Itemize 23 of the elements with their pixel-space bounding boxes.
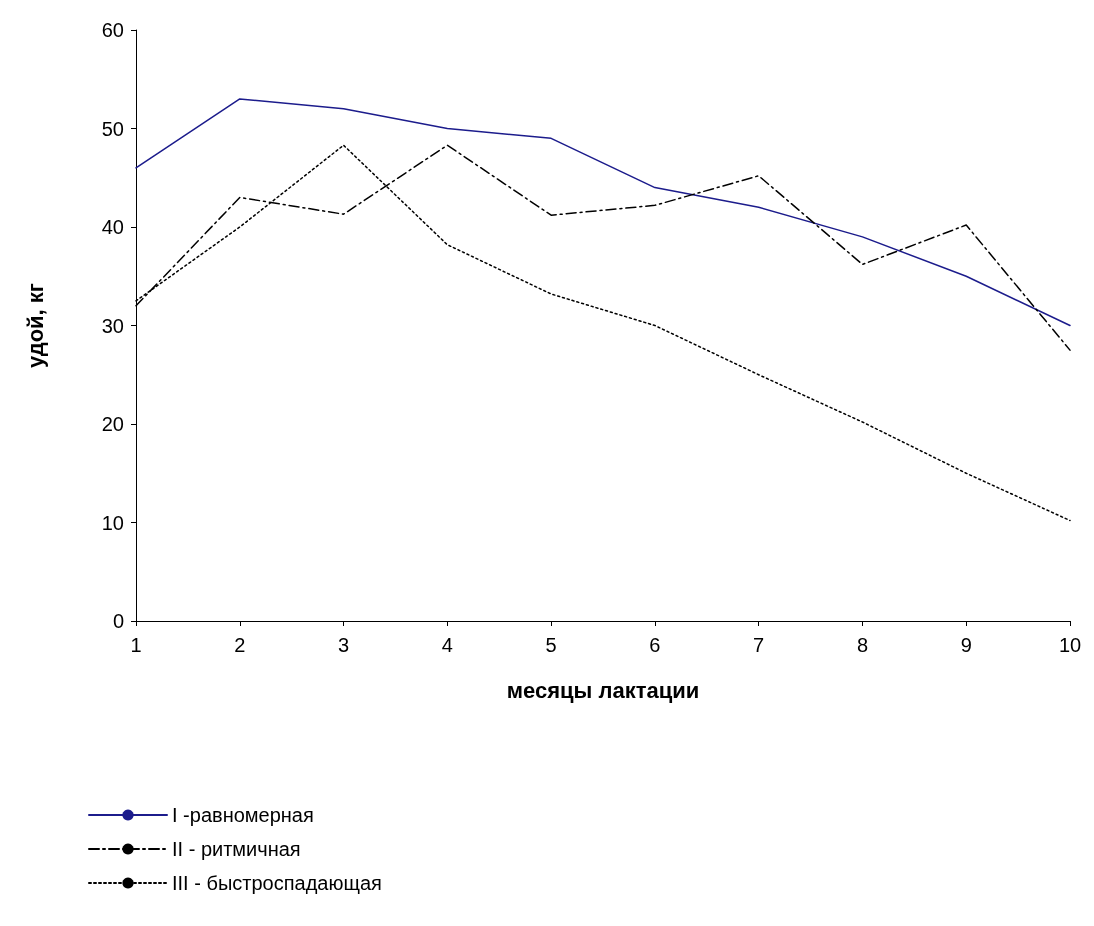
x-tick-label: 5 (545, 634, 557, 656)
y-tick-label: 50 (101, 117, 124, 140)
y-tick-label: 0 (112, 610, 124, 632)
y-axis-title: удой, кг (22, 282, 48, 369)
y-tick-label: 30 (101, 314, 124, 337)
x-tick-label: 3 (337, 634, 350, 656)
legend-label: I -равномерная (172, 804, 314, 826)
y-tick-label: 10 (101, 511, 124, 534)
x-tick-label: 10 (1058, 634, 1082, 656)
x-tick-label: 2 (234, 634, 246, 656)
y-tick-label: 60 (101, 19, 124, 41)
y-tick-label: 40 (101, 216, 124, 238)
x-tick-label: 9 (960, 634, 972, 656)
x-tick-label: 8 (856, 634, 869, 656)
legend-label: III - быстроспадающая (172, 872, 382, 894)
x-tick-label: 4 (441, 634, 453, 656)
line-series (135, 98, 1071, 327)
x-tick-label: 6 (649, 634, 661, 656)
y-tick-label: 20 (101, 413, 124, 435)
x-tick-label: 1 (130, 634, 142, 656)
legend-label: II - ритмичная (172, 838, 301, 860)
x-axis-title: месяцы лактации (506, 677, 700, 703)
x-tick-label: 7 (753, 634, 765, 656)
